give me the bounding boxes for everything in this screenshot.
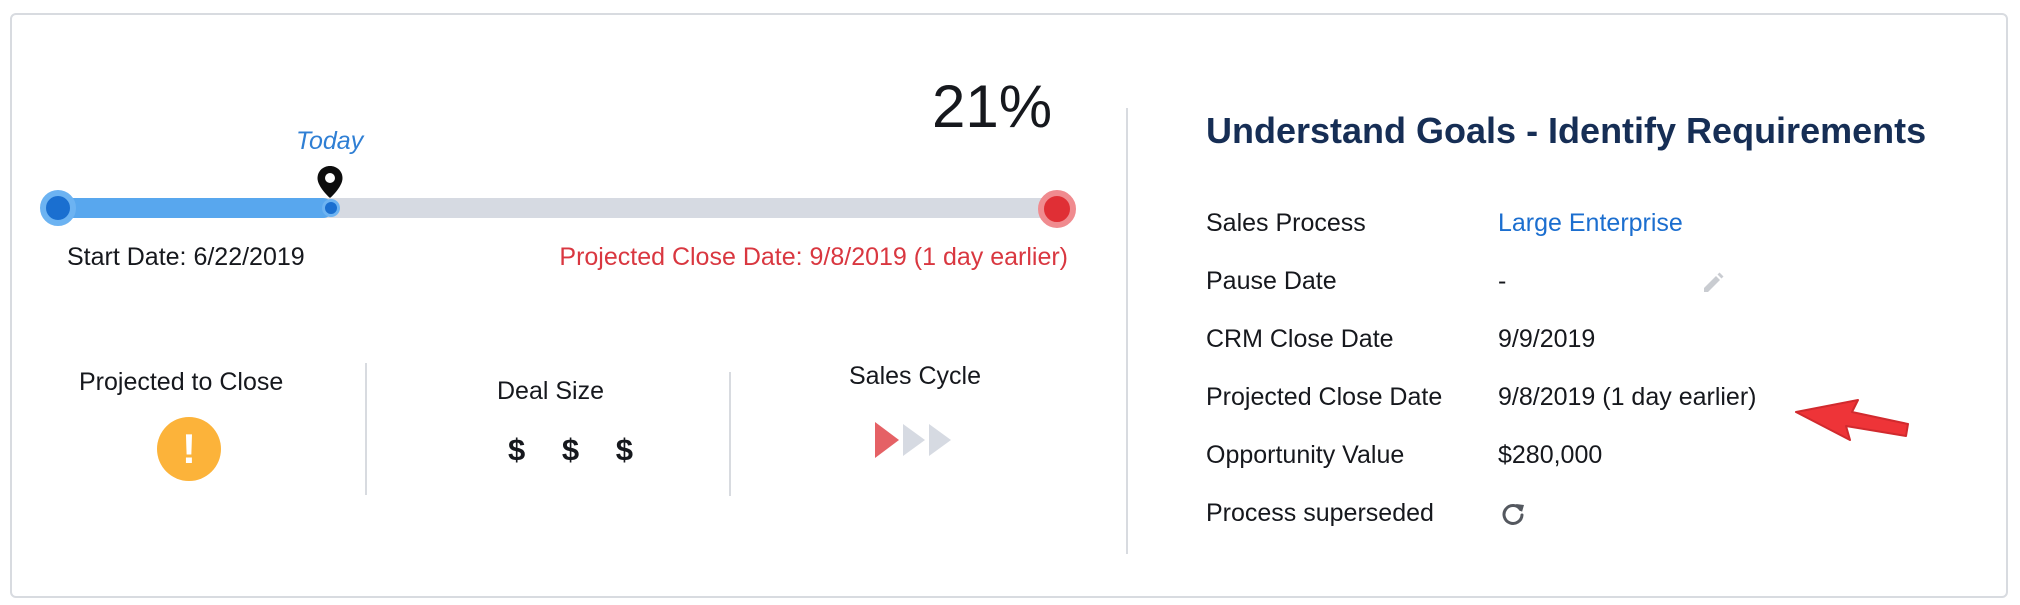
- section-divider: [1126, 108, 1128, 554]
- deal-size-label: Deal Size: [497, 377, 604, 405]
- projected-close-date-row-label: Projected Close Date: [1206, 383, 1443, 411]
- cycle-step-icon: [903, 424, 925, 456]
- refresh-icon[interactable]: [1498, 499, 1528, 529]
- cycle-step-icon: [875, 422, 899, 458]
- pause-date-label: Pause Date: [1206, 267, 1337, 295]
- cycle-step-icon: [929, 424, 951, 456]
- opportunity-value-label: Opportunity Value: [1206, 441, 1405, 469]
- sales-process-label: Sales Process: [1206, 209, 1366, 237]
- projected-close-date-value: 9/8/2019 (1 day earlier): [1498, 383, 1757, 411]
- today-marker: [322, 199, 340, 217]
- sales-process-link[interactable]: Large Enterprise: [1498, 209, 1683, 237]
- divider: [365, 363, 367, 495]
- projected-close-date-label: Projected Close Date: 9/8/2019 (1 day ea…: [559, 243, 1068, 271]
- projected-to-close-label: Projected to Close: [79, 368, 284, 396]
- opportunity-card: [10, 13, 2008, 598]
- today-label: Today: [296, 127, 364, 155]
- crm-close-date-value: 9/9/2019: [1498, 325, 1596, 353]
- edit-pencil-icon[interactable]: [1700, 268, 1726, 294]
- opportunity-value: $280,000: [1498, 441, 1603, 469]
- divider: [729, 372, 731, 496]
- location-pin-icon: [317, 166, 343, 198]
- start-marker: [40, 190, 76, 226]
- pause-date-value: -: [1498, 267, 1507, 295]
- stage-title: Understand Goals - Identify Requirements: [1206, 110, 1927, 151]
- end-marker: [1038, 190, 1076, 228]
- crm-close-date-label: CRM Close Date: [1206, 325, 1394, 353]
- deal-size-value: $ $ $: [508, 432, 647, 467]
- annotation-arrow-icon: [1795, 399, 1909, 441]
- sales-cycle-indicator: [875, 422, 951, 458]
- progress-percent: 21%: [932, 73, 1053, 140]
- warning-icon: !: [157, 417, 221, 481]
- start-date-label: Start Date: 6/22/2019: [67, 243, 305, 271]
- sales-cycle-label: Sales Cycle: [849, 362, 981, 390]
- progress-fill: [57, 198, 333, 218]
- process-superseded-label: Process superseded: [1206, 499, 1434, 527]
